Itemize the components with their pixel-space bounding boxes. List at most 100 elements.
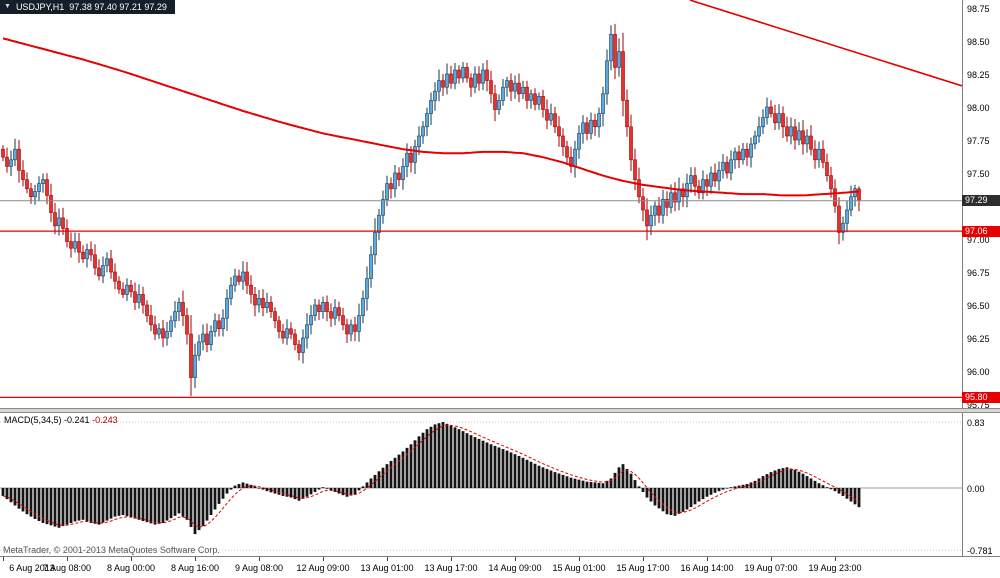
macd-bar [417,436,421,488]
price-axis-label: 96.50 [967,301,990,311]
candle-body [749,143,753,158]
time-axis-label: 15 Aug 01:00 [552,563,606,573]
macd-bar [709,488,713,495]
candle-body [181,302,185,316]
macd-bar [497,447,501,488]
macd-bar [445,423,449,488]
macd-bar [321,487,325,488]
candle-body [657,205,661,216]
price-axis[interactable]: 98.75 98.50 98.25 98.00 97.75 97.50 97.00 96.75… [962,0,1000,556]
time-tick [451,557,452,561]
descending-trendline[interactable] [689,0,962,87]
candle-body [609,34,613,62]
time-axis-label: 8 Aug 16:00 [170,563,220,573]
candle-body [161,328,165,339]
candle-body [665,199,669,208]
candle-body [317,304,321,312]
expand-arrow-icon[interactable]: ▼ [4,3,11,10]
macd-bar [189,488,193,527]
candle-body [753,135,757,145]
macd-bar [669,488,673,516]
macd-bar [181,488,185,517]
candle-body [81,251,85,260]
macd-bar [785,467,789,488]
candle-body [693,175,697,187]
candle-body [73,241,77,249]
macd-bar [805,476,809,488]
macd-bar [461,431,465,488]
macd-bar [129,488,133,518]
macd-bar [553,472,557,488]
candle-body [509,80,513,92]
candle-body [453,69,457,84]
candle-body [1,148,5,158]
candle-body [533,93,537,105]
macd-bar [705,488,709,497]
candle-body [793,126,797,141]
time-tick [67,557,68,561]
candle-body [829,175,833,190]
macd-bar [645,488,649,498]
macd-bar [365,482,369,488]
time-tick [707,557,708,561]
candle-body [245,271,249,286]
macd-bar [85,488,89,522]
macd-bar [641,488,645,492]
macd-axis-label: -0.781 [967,546,993,557]
candle-body [25,179,29,190]
macd-bar [657,488,661,509]
pane-splitter[interactable] [0,408,1000,413]
macd-bar [309,488,313,495]
time-axis[interactable]: 6 Aug 2013 7 Aug 08:00 8 Aug 00:00 8 Aug 16… [0,556,1000,578]
candle-body [173,311,177,322]
macd-bar [777,468,781,488]
macd-bar [221,488,225,499]
macd-bar [525,459,529,488]
time-axis-label: 8 Aug 00:00 [106,563,156,573]
macd-bar [693,488,697,505]
candle-body [365,278,369,299]
candle-body [801,130,805,145]
candle-body [37,183,41,192]
level-price-badge: 95.80 [962,391,1000,403]
macd-bar [261,488,265,490]
macd-bar [701,488,705,500]
macd-bar [625,468,629,488]
candle-body [357,315,361,332]
level-price-badge: 97.06 [962,225,1000,237]
candle-body [557,126,561,137]
candle-body [457,69,461,79]
candle-body [553,113,557,128]
candle-body [593,119,597,128]
macd-bar [813,480,817,488]
candle-body [61,217,65,229]
macd-bar [841,488,845,496]
macd-bar [717,488,721,492]
candle-body [225,298,229,319]
time-tick [387,557,388,561]
symbol-label: USDJPY,H1 [15,2,65,12]
macd-bar [61,488,65,527]
candle-body [677,188,681,203]
time-tick [643,557,644,561]
candle-body [85,249,89,260]
macd-bar [69,488,73,523]
candle-body [697,185,701,194]
candle-body [565,146,569,158]
chart-canvas[interactable] [0,0,962,556]
candle-body [649,214,653,227]
candle-body [597,113,601,128]
symbol-badge[interactable]: ▼ USDJPY,H1 97.38 97.40 97.21 97.29 [0,0,175,14]
macd-bar [761,476,765,488]
macd-axis-label: 0.83 [967,418,985,428]
time-axis-label: 19 Aug 23:00 [808,563,862,573]
time-axis-label: 14 Aug 09:00 [488,563,542,573]
time-axis-label: 13 Aug 17:00 [424,563,478,573]
candle-body [213,320,217,332]
macd-bar [621,464,625,488]
macd-bar [205,488,209,521]
price-axis-label: 97.50 [967,169,990,179]
candle-body [281,331,285,339]
macd-bar [853,488,857,505]
macd-bar [557,473,561,488]
